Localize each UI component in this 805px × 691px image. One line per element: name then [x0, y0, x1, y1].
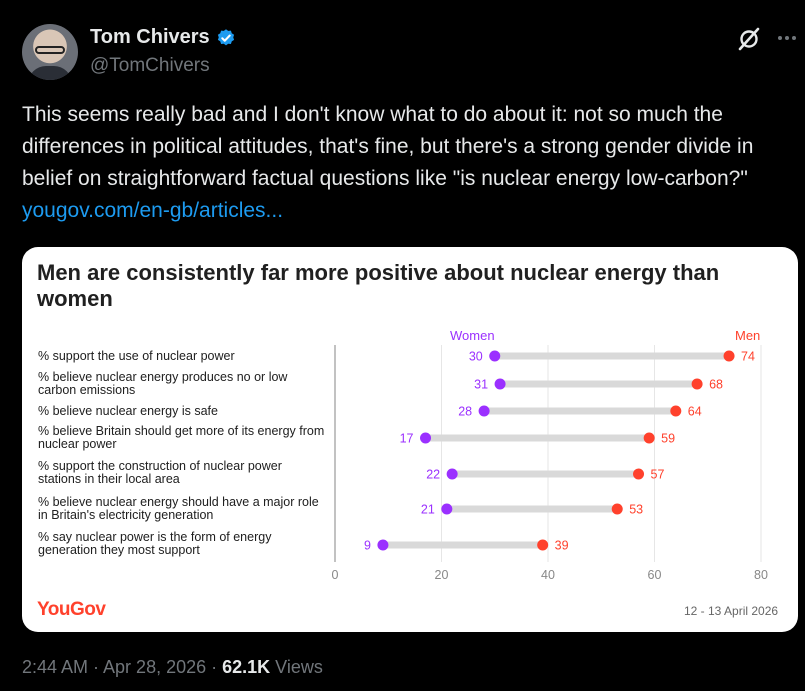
more-options-icon[interactable] [778, 36, 796, 40]
grok-icon[interactable] [736, 26, 762, 52]
author-name-row: Tom Chivers [90, 26, 236, 49]
chart-title: Men are consistently far more positive a… [37, 260, 720, 311]
tweet-timestamp[interactable]: 2:44 AM · Apr 28, 2026 · [22, 657, 223, 677]
men-point [670, 405, 682, 417]
x-tick-label: 80 [754, 568, 768, 582]
avatar-glasses [35, 46, 65, 54]
x-tick-label: 60 [648, 568, 662, 582]
women-value-label: 28 [458, 405, 472, 419]
legend-men: Men [735, 328, 761, 343]
women-value-label: 31 [474, 378, 488, 392]
author-avatar[interactable] [22, 24, 78, 80]
women-point [494, 378, 506, 390]
women-value-label: 22 [426, 468, 440, 482]
women-point [446, 468, 458, 480]
men-value-label: 64 [688, 405, 702, 419]
x-tick-label: 40 [541, 568, 555, 582]
tweet-footer: 2:44 AM · Apr 28, 2026 · 62.1K Views [22, 657, 323, 678]
yougov-logo: YouGov [37, 599, 106, 620]
row-label: % support the construction of nuclear po… [38, 459, 282, 486]
tweet-body: This seems really bad and I don't know w… [22, 103, 754, 190]
tweet-link[interactable]: yougov.com/en-gb/articles... [22, 199, 284, 222]
men-value-label: 53 [629, 503, 643, 517]
avatar-shirt [28, 66, 72, 80]
women-value-label: 30 [469, 350, 483, 364]
women-value-label: 17 [400, 432, 414, 446]
views-label: Views [270, 657, 323, 677]
men-point [537, 539, 549, 551]
women-point [441, 503, 453, 515]
legend-women: Women [450, 328, 495, 343]
women-value-label: 9 [364, 539, 371, 553]
men-point [611, 503, 623, 515]
row-label: % support the use of nuclear power [38, 349, 235, 363]
row-label: % believe nuclear energy produces no or … [38, 370, 288, 397]
row-label: % say nuclear power is the form of energ… [38, 530, 272, 557]
row-label: % believe nuclear energy should have a m… [38, 495, 319, 522]
x-tick-label: 20 [435, 568, 449, 582]
x-tick-label: 0 [332, 568, 339, 582]
dumbbell-chart: 0 20 40 60 80 30 74 31 68 28 64 17 59 22 57 21 53 9 39 [332, 345, 768, 582]
men-value-label: 57 [651, 468, 665, 482]
men-point [643, 432, 655, 444]
author-handle[interactable]: @TomChivers [90, 55, 210, 76]
author-name[interactable]: Tom Chivers [90, 26, 210, 48]
tweet-text: This seems really bad and I don't know w… [22, 99, 792, 227]
women-value-label: 21 [421, 503, 435, 517]
men-value-label: 68 [709, 378, 723, 392]
women-point [420, 432, 432, 444]
survey-date: 12 - 13 April 2026 [684, 604, 779, 618]
verified-badge-icon [217, 28, 234, 45]
row-label: % believe Britain should get more of its… [38, 424, 325, 451]
women-point [489, 350, 501, 362]
women-point [478, 405, 490, 417]
men-point [633, 468, 645, 480]
men-value-label: 74 [741, 350, 755, 364]
men-point [723, 350, 735, 362]
men-point [691, 378, 703, 390]
row-label: % believe nuclear energy is safe [38, 404, 218, 418]
men-value-label: 59 [661, 432, 675, 446]
view-count: 62.1K [222, 657, 271, 677]
women-point [377, 539, 389, 551]
men-value-label: 39 [555, 539, 569, 553]
chart-card[interactable]: Men are consistently far more positive a… [22, 247, 798, 632]
